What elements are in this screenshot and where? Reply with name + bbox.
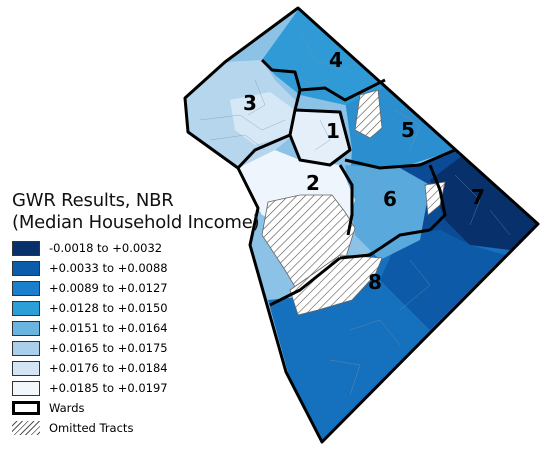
legend-class-label: -0.0018 to +0.0032 — [49, 241, 163, 255]
legend-class-label: +0.0151 to +0.0164 — [49, 321, 168, 335]
ward7-8-border — [339, 228, 431, 260]
legend-class: +0.0151 to +0.0164 — [12, 318, 259, 338]
legend-class: +0.0089 to +0.0127 — [12, 278, 259, 298]
legend-wards: Wards — [12, 398, 259, 418]
ward-label-1: 1 — [326, 119, 340, 143]
legend-swatch — [12, 340, 40, 356]
dc-outline — [183, 6, 540, 444]
ward-label-4: 4 — [329, 48, 343, 72]
legend-title-line1: GWR Results, NBR — [12, 190, 174, 211]
legend-class: -0.0018 to +0.0032 — [12, 238, 259, 258]
legend-class-label: +0.0165 to +0.0175 — [49, 341, 168, 355]
ward7-core-fill — [430, 150, 538, 258]
legend-class-label: +0.0128 to +0.0150 — [49, 301, 168, 315]
legend-title: GWR Results, NBR (Median Household Incom… — [12, 190, 260, 234]
legend: GWR Results, NBR (Median Household Incom… — [12, 190, 260, 438]
legend-class-label: +0.0185 to +0.0197 — [49, 381, 168, 395]
ward4-5-border — [299, 78, 386, 102]
legend-swatch — [12, 320, 40, 336]
ward3-2-border — [236, 133, 291, 170]
ward-label-7: 7 — [471, 185, 485, 209]
legend-title-line2: (Median Household Income) — [12, 212, 260, 233]
ward-label-3: 3 — [243, 91, 257, 115]
legend-swatch — [12, 360, 40, 376]
legend-class: +0.0033 to +0.0088 — [12, 258, 259, 278]
legend-class-label: +0.0089 to +0.0127 — [49, 281, 168, 295]
legend-omitted: Omitted Tracts — [12, 418, 259, 438]
ward2-6-border — [338, 164, 354, 236]
ward6-7-border — [428, 164, 447, 232]
legend-class-label: +0.0033 to +0.0088 — [49, 261, 168, 275]
ward1-fill — [290, 110, 350, 165]
legend-omitted-label: Omitted Tracts — [49, 421, 134, 435]
omitted-tract-5 — [354, 89, 383, 139]
legend-swatch — [12, 240, 40, 256]
ward-boundaries — [183, 6, 540, 444]
legend-swatch — [12, 280, 40, 296]
ward6-fill — [345, 165, 430, 260]
legend-swatch — [12, 300, 40, 316]
ward8-deep-fill — [380, 230, 505, 330]
legend-swatch — [12, 260, 40, 276]
omitted-tract-8 — [289, 254, 383, 316]
ward5-6-border — [344, 148, 456, 170]
legend-class-label: +0.0176 to +0.0184 — [49, 361, 168, 375]
legend-swatch — [12, 380, 40, 396]
ward-label-8: 8 — [368, 270, 382, 294]
ward3-inner-fill — [230, 92, 295, 145]
ward8-2-border — [269, 256, 341, 307]
legend-items: -0.0018 to +0.0032 +0.0033 to +0.0088 +0… — [12, 238, 259, 438]
omitted-swatch — [12, 421, 40, 435]
ward-label-2: 2 — [306, 171, 320, 195]
legend-class: +0.0185 to +0.0197 — [12, 378, 259, 398]
legend-class: +0.0176 to +0.0184 — [12, 358, 259, 378]
ward3-4-border — [260, 58, 302, 111]
ward4-fill — [262, 10, 390, 105]
wards-swatch — [12, 401, 40, 415]
ward-label-5: 5 — [401, 118, 415, 142]
ward-label-6: 6 — [383, 187, 397, 211]
legend-class: +0.0165 to +0.0175 — [12, 338, 259, 358]
legend-wards-label: Wards — [49, 401, 85, 415]
legend-class: +0.0128 to +0.0150 — [12, 298, 259, 318]
